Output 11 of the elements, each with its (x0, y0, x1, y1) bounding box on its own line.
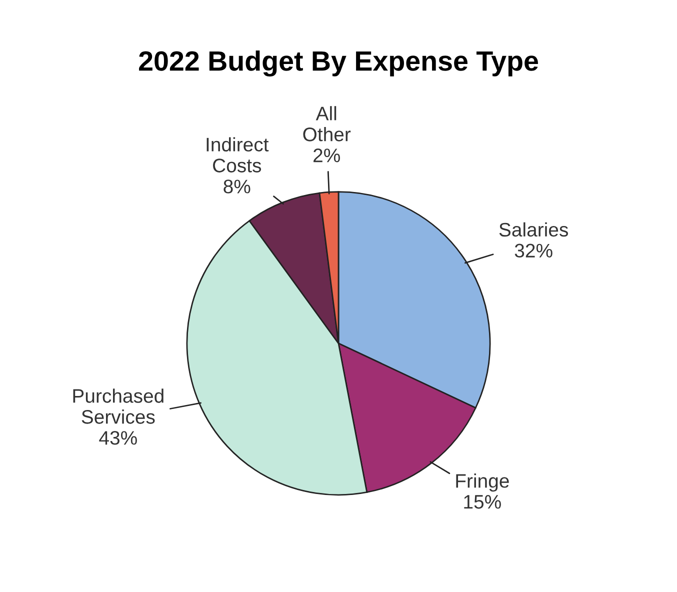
slice-label: Purchased Services (73, 388, 164, 424)
slice-label: Salaries (499, 222, 568, 237)
data-label: 15% (464, 495, 501, 509)
chart-title: 2022 Budget By Expense Type (139, 50, 538, 76)
data-label: 32% (514, 244, 552, 258)
slice-label: Fringe (456, 474, 509, 492)
data-label: 2% (314, 148, 340, 162)
slice-label: Indirect Costs (206, 137, 269, 172)
slice-label: All Other (303, 106, 351, 142)
data-label: 43% (99, 430, 137, 445)
data-label: 8% (224, 180, 250, 194)
